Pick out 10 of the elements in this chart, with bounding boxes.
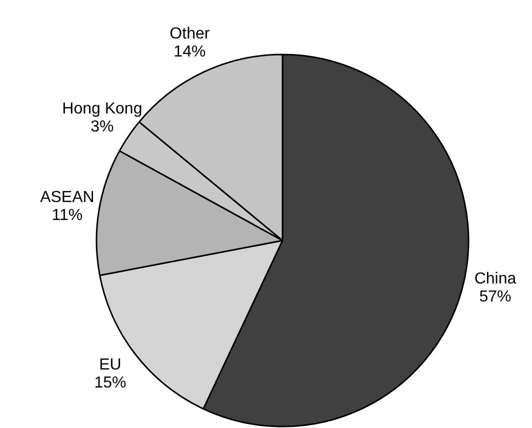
data-label: 15% <box>94 374 126 392</box>
data-label: 57% <box>479 288 512 306</box>
data-label: 11% <box>52 206 83 224</box>
slice-label: Other <box>170 26 210 43</box>
slice-label: China <box>474 270 516 288</box>
data-label: 3% <box>90 118 114 136</box>
slice-label: Hong Kong <box>62 100 142 118</box>
data-label: 14% <box>174 44 206 61</box>
slice-label: ASEAN <box>40 188 94 206</box>
slice-label: EU <box>99 356 122 374</box>
